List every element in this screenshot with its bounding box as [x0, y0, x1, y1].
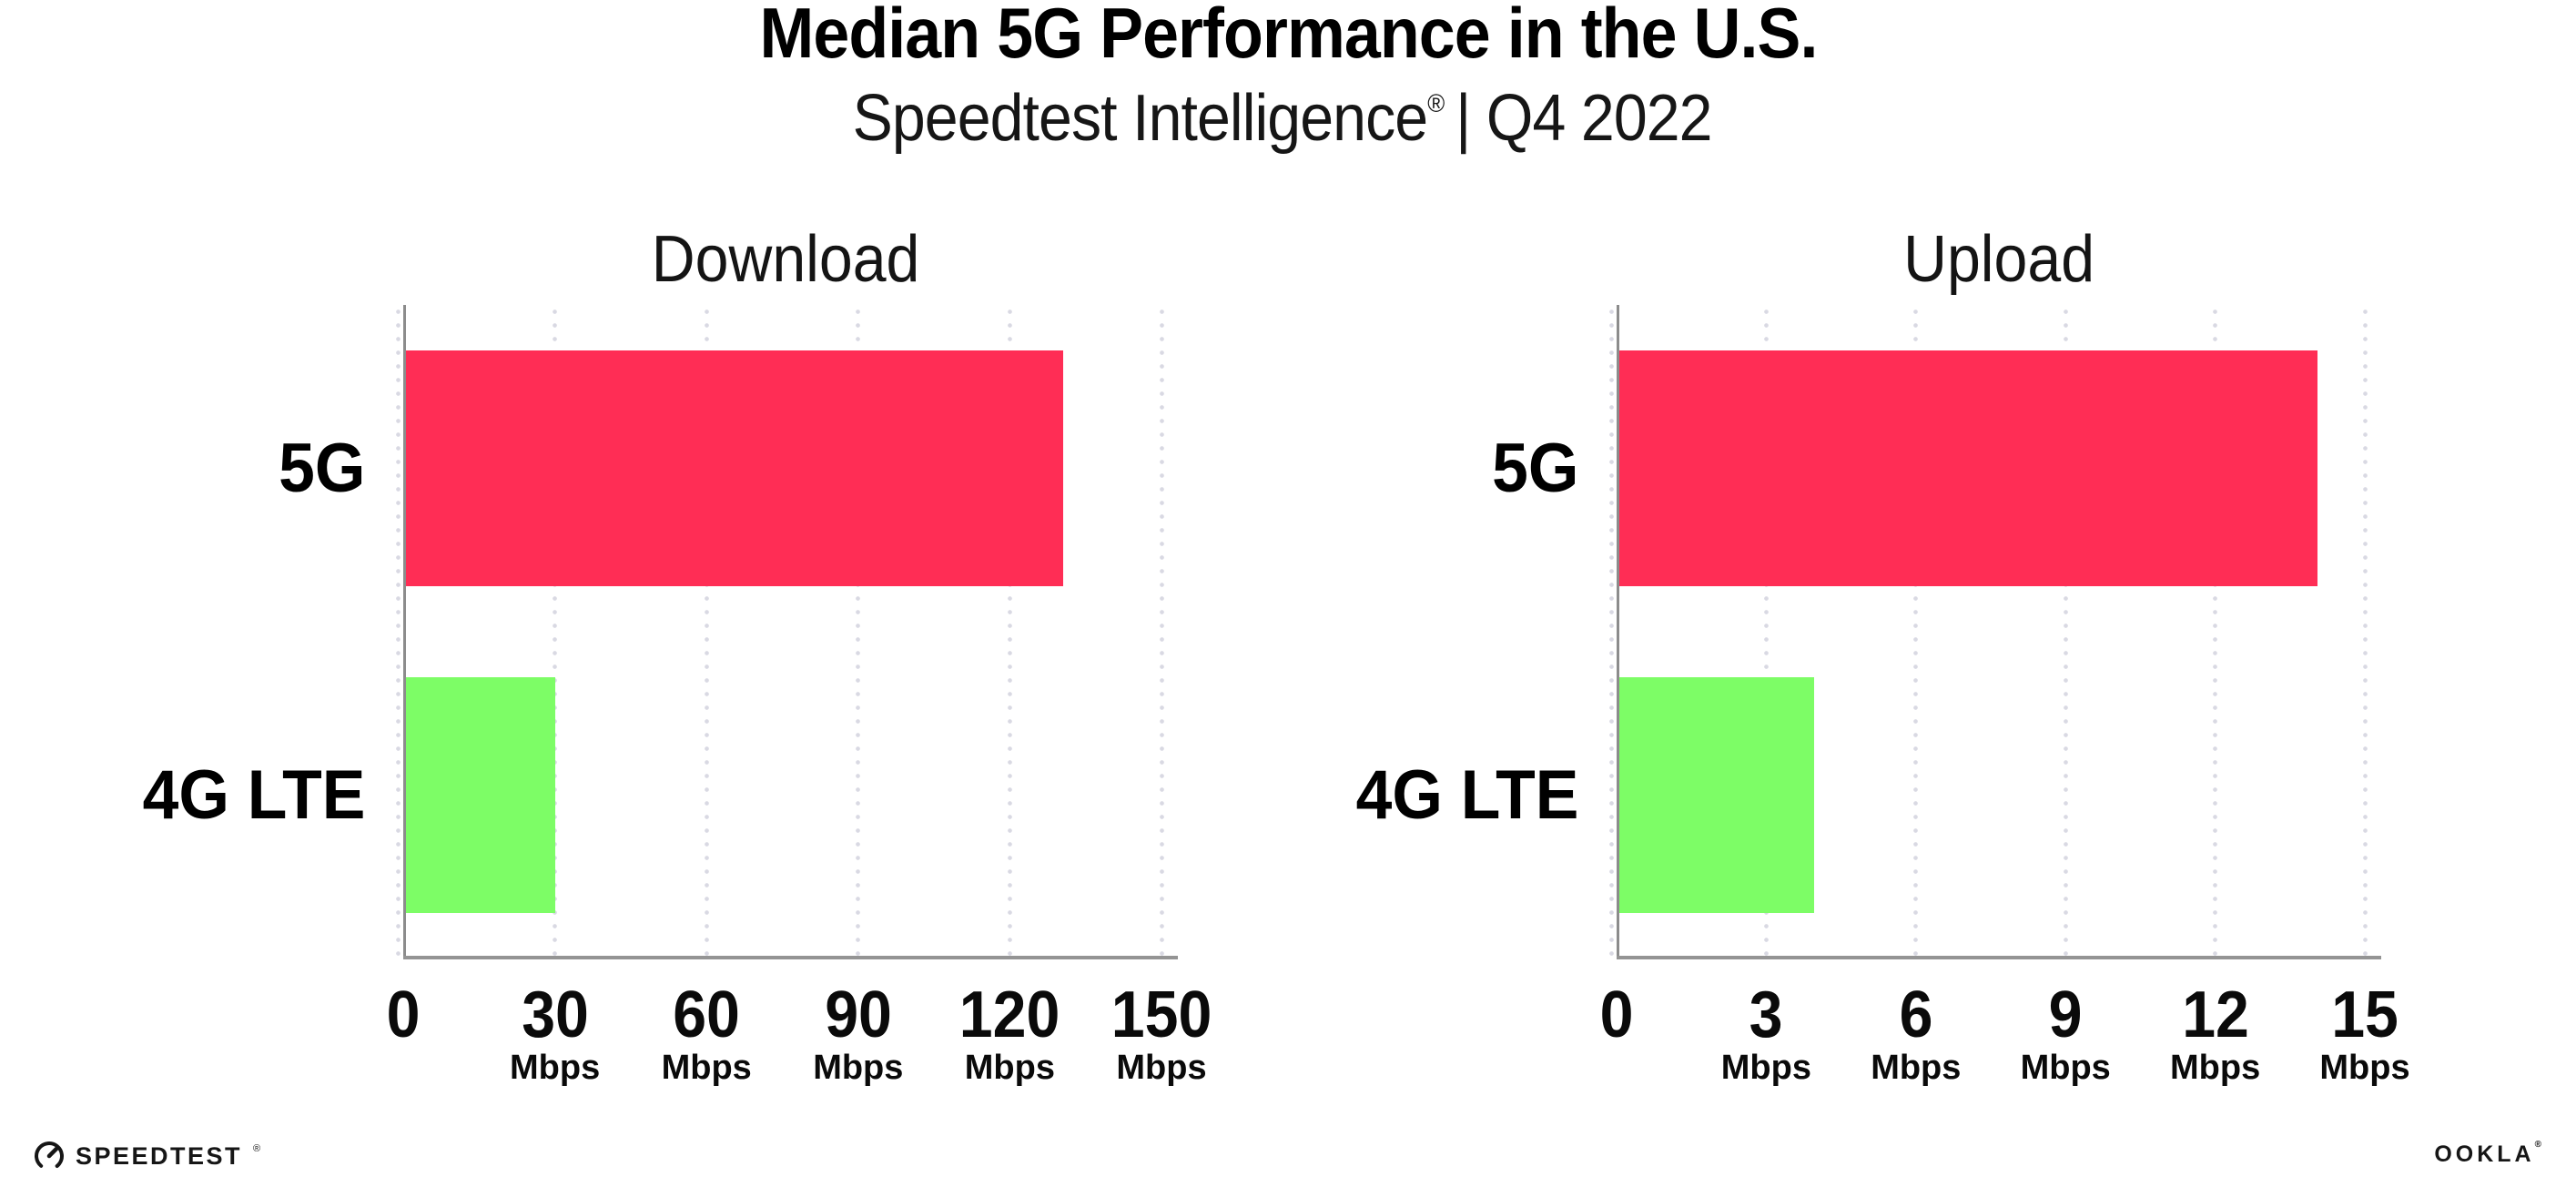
- tick-label-6: 6: [1816, 982, 2016, 1048]
- category-label-text: 4G LTE: [1355, 756, 1578, 834]
- y-axis-line: [403, 305, 406, 959]
- tick-label-text: 0: [1599, 979, 1634, 1051]
- subtitle-rest: | Q4 2022: [1455, 82, 1712, 155]
- gridline-9: [2063, 305, 2068, 959]
- gridline-120: [1007, 305, 1012, 959]
- speedtest-registered-symbol: ®: [253, 1143, 261, 1154]
- tick-label-60: 60: [606, 982, 806, 1048]
- y-axis-line: [1617, 305, 1619, 959]
- tick-label-0: 0: [1516, 982, 1717, 1048]
- bar-5g: [406, 350, 1063, 586]
- tick-label-text: 9: [2048, 979, 2083, 1051]
- ookla-logo: OOKLA®: [2434, 1139, 2541, 1168]
- plot-area-upload: 5G 4G LTE 0 3 Mbps 6 Mbps 9 Mbps 12 Mbps 15 Mbps: [1355, 305, 2410, 1086]
- page-subtitle: Speedtest Intelligence® | Q4 2022: [0, 73, 2576, 155]
- tick-label-9: 9: [1965, 982, 2165, 1048]
- ookla-registered-symbol: ®: [2534, 1139, 2541, 1150]
- gridline-15: [2362, 305, 2368, 959]
- chart-title-upload: Upload: [1903, 223, 2094, 296]
- gridline-30: [553, 305, 558, 959]
- tick-label-text: 15: [2331, 979, 2399, 1051]
- category-label-5g: 5G: [1196, 429, 1578, 507]
- tick-label-text: 90: [824, 979, 892, 1051]
- tick-unit-label-60: Mbps: [661, 1049, 752, 1087]
- gridline-60: [704, 305, 709, 959]
- speedtest-gauge-icon: [35, 1141, 64, 1171]
- tick-label-15: 15: [2265, 982, 2465, 1048]
- gridline-150: [1159, 305, 1164, 959]
- category-label-text: 5G: [278, 429, 365, 507]
- gridline-0: [1609, 305, 1614, 959]
- tick-label-3: 3: [1666, 982, 1866, 1048]
- tick-label-12: 12: [2115, 982, 2316, 1048]
- tick-label-0: 0: [303, 982, 503, 1048]
- gridline-12: [2213, 305, 2218, 959]
- tick-label-text: 12: [2181, 979, 2249, 1051]
- speedtest-logo: SPEEDTEST ®: [33, 1136, 261, 1176]
- tick-unit-label-150: Mbps: [1116, 1049, 1207, 1087]
- tick-unit-label-90: Mbps: [813, 1049, 904, 1087]
- category-label-text: 4G LTE: [142, 756, 365, 834]
- ookla-wordmark: OOKLA: [2434, 1141, 2535, 1167]
- tick-label-text: 120: [959, 979, 1060, 1051]
- tick-unit-label-9: Mbps: [2020, 1049, 2111, 1087]
- speedtest-wordmark: SPEEDTEST: [76, 1141, 243, 1170]
- bar-5g: [1619, 350, 2318, 586]
- gridline-6: [1913, 305, 1919, 959]
- tick-label-text: 3: [1749, 979, 1783, 1051]
- category-label-4g-lte: 4G LTE: [0, 756, 365, 834]
- gridline-3: [1763, 305, 1769, 959]
- tick-label-90: 90: [758, 982, 958, 1048]
- tick-unit-label-6: Mbps: [1871, 1049, 1962, 1087]
- category-label-5g: 5G: [0, 429, 365, 507]
- tick-unit-label-30: Mbps: [509, 1049, 601, 1087]
- tick-label-text: 30: [521, 979, 589, 1051]
- tick-unit-label-3: Mbps: [1720, 1049, 1811, 1087]
- tick-label-text: 60: [673, 979, 741, 1051]
- plot-area-download: 5G 4G LTE 0 30 Mbps 60 Mbps 90 Mbps 120 Mbps 150 Mbp…: [142, 305, 1212, 1086]
- gridline-0: [396, 305, 401, 959]
- x-axis-line: [403, 956, 1178, 959]
- bar-4g-lte: [1619, 677, 1814, 913]
- tick-label-120: 120: [909, 982, 1110, 1048]
- page-title: Median 5G Performance in the U.S.: [0, 0, 2576, 71]
- tick-unit-label-15: Mbps: [2319, 1049, 2410, 1087]
- gridline-90: [856, 305, 861, 959]
- registered-symbol: ®: [1427, 89, 1445, 117]
- category-label-text: 5G: [1491, 429, 1578, 507]
- bar-4g-lte: [406, 677, 555, 913]
- tick-label-text: 6: [1899, 979, 1933, 1051]
- tick-unit-label-120: Mbps: [964, 1049, 1055, 1087]
- category-label-4g-lte: 4G LTE: [1196, 756, 1578, 834]
- x-axis-line: [1617, 956, 2381, 959]
- tick-label-150: 150: [1061, 982, 1262, 1048]
- tick-label-text: 150: [1111, 979, 1212, 1051]
- chart-title-download: Download: [651, 223, 920, 296]
- tick-label-30: 30: [455, 982, 655, 1048]
- page-title-text: Median 5G Performance in the U.S.: [759, 0, 1818, 73]
- tick-unit-label-12: Mbps: [2169, 1049, 2261, 1087]
- tick-label-text: 0: [386, 979, 421, 1051]
- subtitle-brand: Speedtest Intelligence: [852, 82, 1429, 155]
